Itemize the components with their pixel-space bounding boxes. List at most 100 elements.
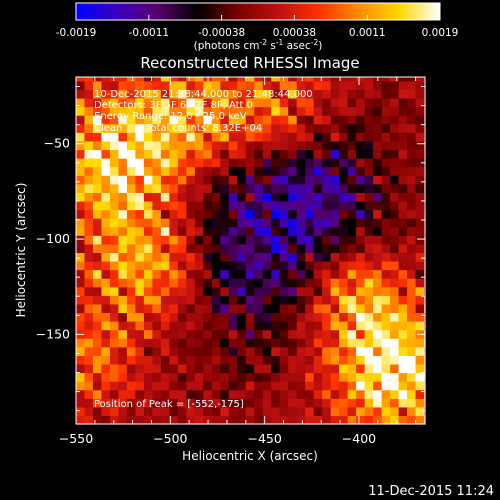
heatmap-cell <box>237 235 247 245</box>
heatmap-cell <box>76 303 86 314</box>
heatmap-cell <box>177 338 187 348</box>
heatmap-cell <box>237 226 247 236</box>
heatmap-cell <box>220 260 230 271</box>
heatmap-cell <box>288 192 298 202</box>
heatmap-cell <box>92 252 103 262</box>
heatmap-cell <box>92 338 103 348</box>
heatmap-cell <box>203 192 213 202</box>
heatmap-cell <box>84 123 94 133</box>
heatmap-cell <box>390 115 400 125</box>
heatmap-cell <box>143 149 153 159</box>
heatmap-cell <box>160 381 170 391</box>
heatmap-cell <box>398 372 408 382</box>
heatmap-cell <box>186 89 196 99</box>
heatmap-cell <box>101 269 111 279</box>
heatmap-cell <box>339 355 349 365</box>
heatmap-cell <box>305 389 315 399</box>
heatmap-cell <box>390 329 400 339</box>
heatmap-cell <box>228 200 238 211</box>
heatmap-cell <box>415 338 425 348</box>
heatmap-cell <box>152 175 162 185</box>
heatmap-cell <box>322 80 332 90</box>
heatmap-cell <box>254 346 264 356</box>
heatmap-cell <box>398 80 408 90</box>
heatmap-cell <box>322 372 332 382</box>
heatmap-cell <box>237 97 247 108</box>
heatmap-cell <box>254 235 264 245</box>
heatmap-cell <box>381 303 391 314</box>
heatmap-cell <box>194 381 204 391</box>
heatmap-cell <box>169 415 179 425</box>
heatmap-cell <box>347 149 357 159</box>
colorbar-tick-label: 0.0019 <box>422 27 459 39</box>
colorbar-tick-label: -0.0011 <box>129 27 170 39</box>
heatmap-cell <box>381 363 391 374</box>
heatmap-cell <box>305 269 315 279</box>
heatmap-cell <box>330 278 340 288</box>
heatmap-cell <box>356 192 366 202</box>
heatmap-cell <box>322 329 332 339</box>
heatmap-cell <box>339 192 349 202</box>
heatmap-cell <box>271 106 281 116</box>
heatmap-cell <box>135 346 145 356</box>
heatmap-cell <box>177 175 187 185</box>
heatmap-cell <box>398 97 408 108</box>
heatmap-cell <box>237 278 247 288</box>
heatmap-cell <box>313 106 323 116</box>
heatmap-cell <box>330 226 340 236</box>
heatmap-cell <box>407 166 417 176</box>
heatmap-cell <box>364 415 374 425</box>
heatmap-cell <box>177 415 187 425</box>
heatmap-cell <box>296 140 306 151</box>
heatmap-cell <box>271 295 281 305</box>
heatmap-cell <box>126 303 137 314</box>
heatmap-cell <box>296 415 306 425</box>
heatmap-cell <box>169 295 179 305</box>
heatmap-cell <box>220 398 230 408</box>
heatmap-cell <box>262 77 272 82</box>
heatmap-cell <box>271 115 281 125</box>
heatmap-cell <box>101 355 111 365</box>
colorbar-tick-label: -0.0019 <box>56 27 97 39</box>
heatmap-cell <box>373 406 383 417</box>
heatmap-cell <box>228 398 238 408</box>
heatmap-cell <box>364 303 374 314</box>
heatmap-cell <box>245 183 255 193</box>
heatmap-cell <box>262 278 272 288</box>
heatmap-cell <box>211 312 221 322</box>
heatmap-cell <box>271 312 281 322</box>
heatmap-cell <box>194 243 204 254</box>
heatmap-cell <box>143 381 153 391</box>
heatmap-cell <box>381 398 391 408</box>
x-axis-ticks: −550 −500 −450 −400 <box>59 77 417 446</box>
heatmap-cell <box>118 346 128 356</box>
heatmap-cell <box>143 123 153 133</box>
heatmap-cell <box>347 209 357 219</box>
heatmap-cell <box>160 106 170 116</box>
heatmap-cell <box>254 200 264 211</box>
heatmap-cell <box>101 372 111 382</box>
heatmap-cell <box>415 218 425 228</box>
heatmap-cell <box>330 192 340 202</box>
heatmap-cell <box>135 209 145 219</box>
heatmap-cell <box>186 252 196 262</box>
heatmap-cell <box>160 175 170 185</box>
heatmap-cell <box>254 140 264 151</box>
heatmap-cell <box>160 363 170 374</box>
heatmap-cell <box>118 166 128 176</box>
heatmap-cell <box>228 252 238 262</box>
heatmap-cell <box>407 200 417 211</box>
heatmap-cell <box>177 406 187 417</box>
heatmap-cell <box>262 329 272 339</box>
heatmap-cell <box>92 97 103 108</box>
heatmap-cell <box>169 158 179 168</box>
heatmap-cell <box>177 398 187 408</box>
heatmap-cell <box>313 166 323 176</box>
heatmap-cell <box>364 97 374 108</box>
heatmap-cell <box>92 235 103 245</box>
heatmap-cell <box>160 269 170 279</box>
heatmap-cell <box>84 226 94 236</box>
heatmap-cell <box>143 312 153 322</box>
heatmap-cell <box>407 235 417 245</box>
heatmap-cell <box>364 235 374 245</box>
